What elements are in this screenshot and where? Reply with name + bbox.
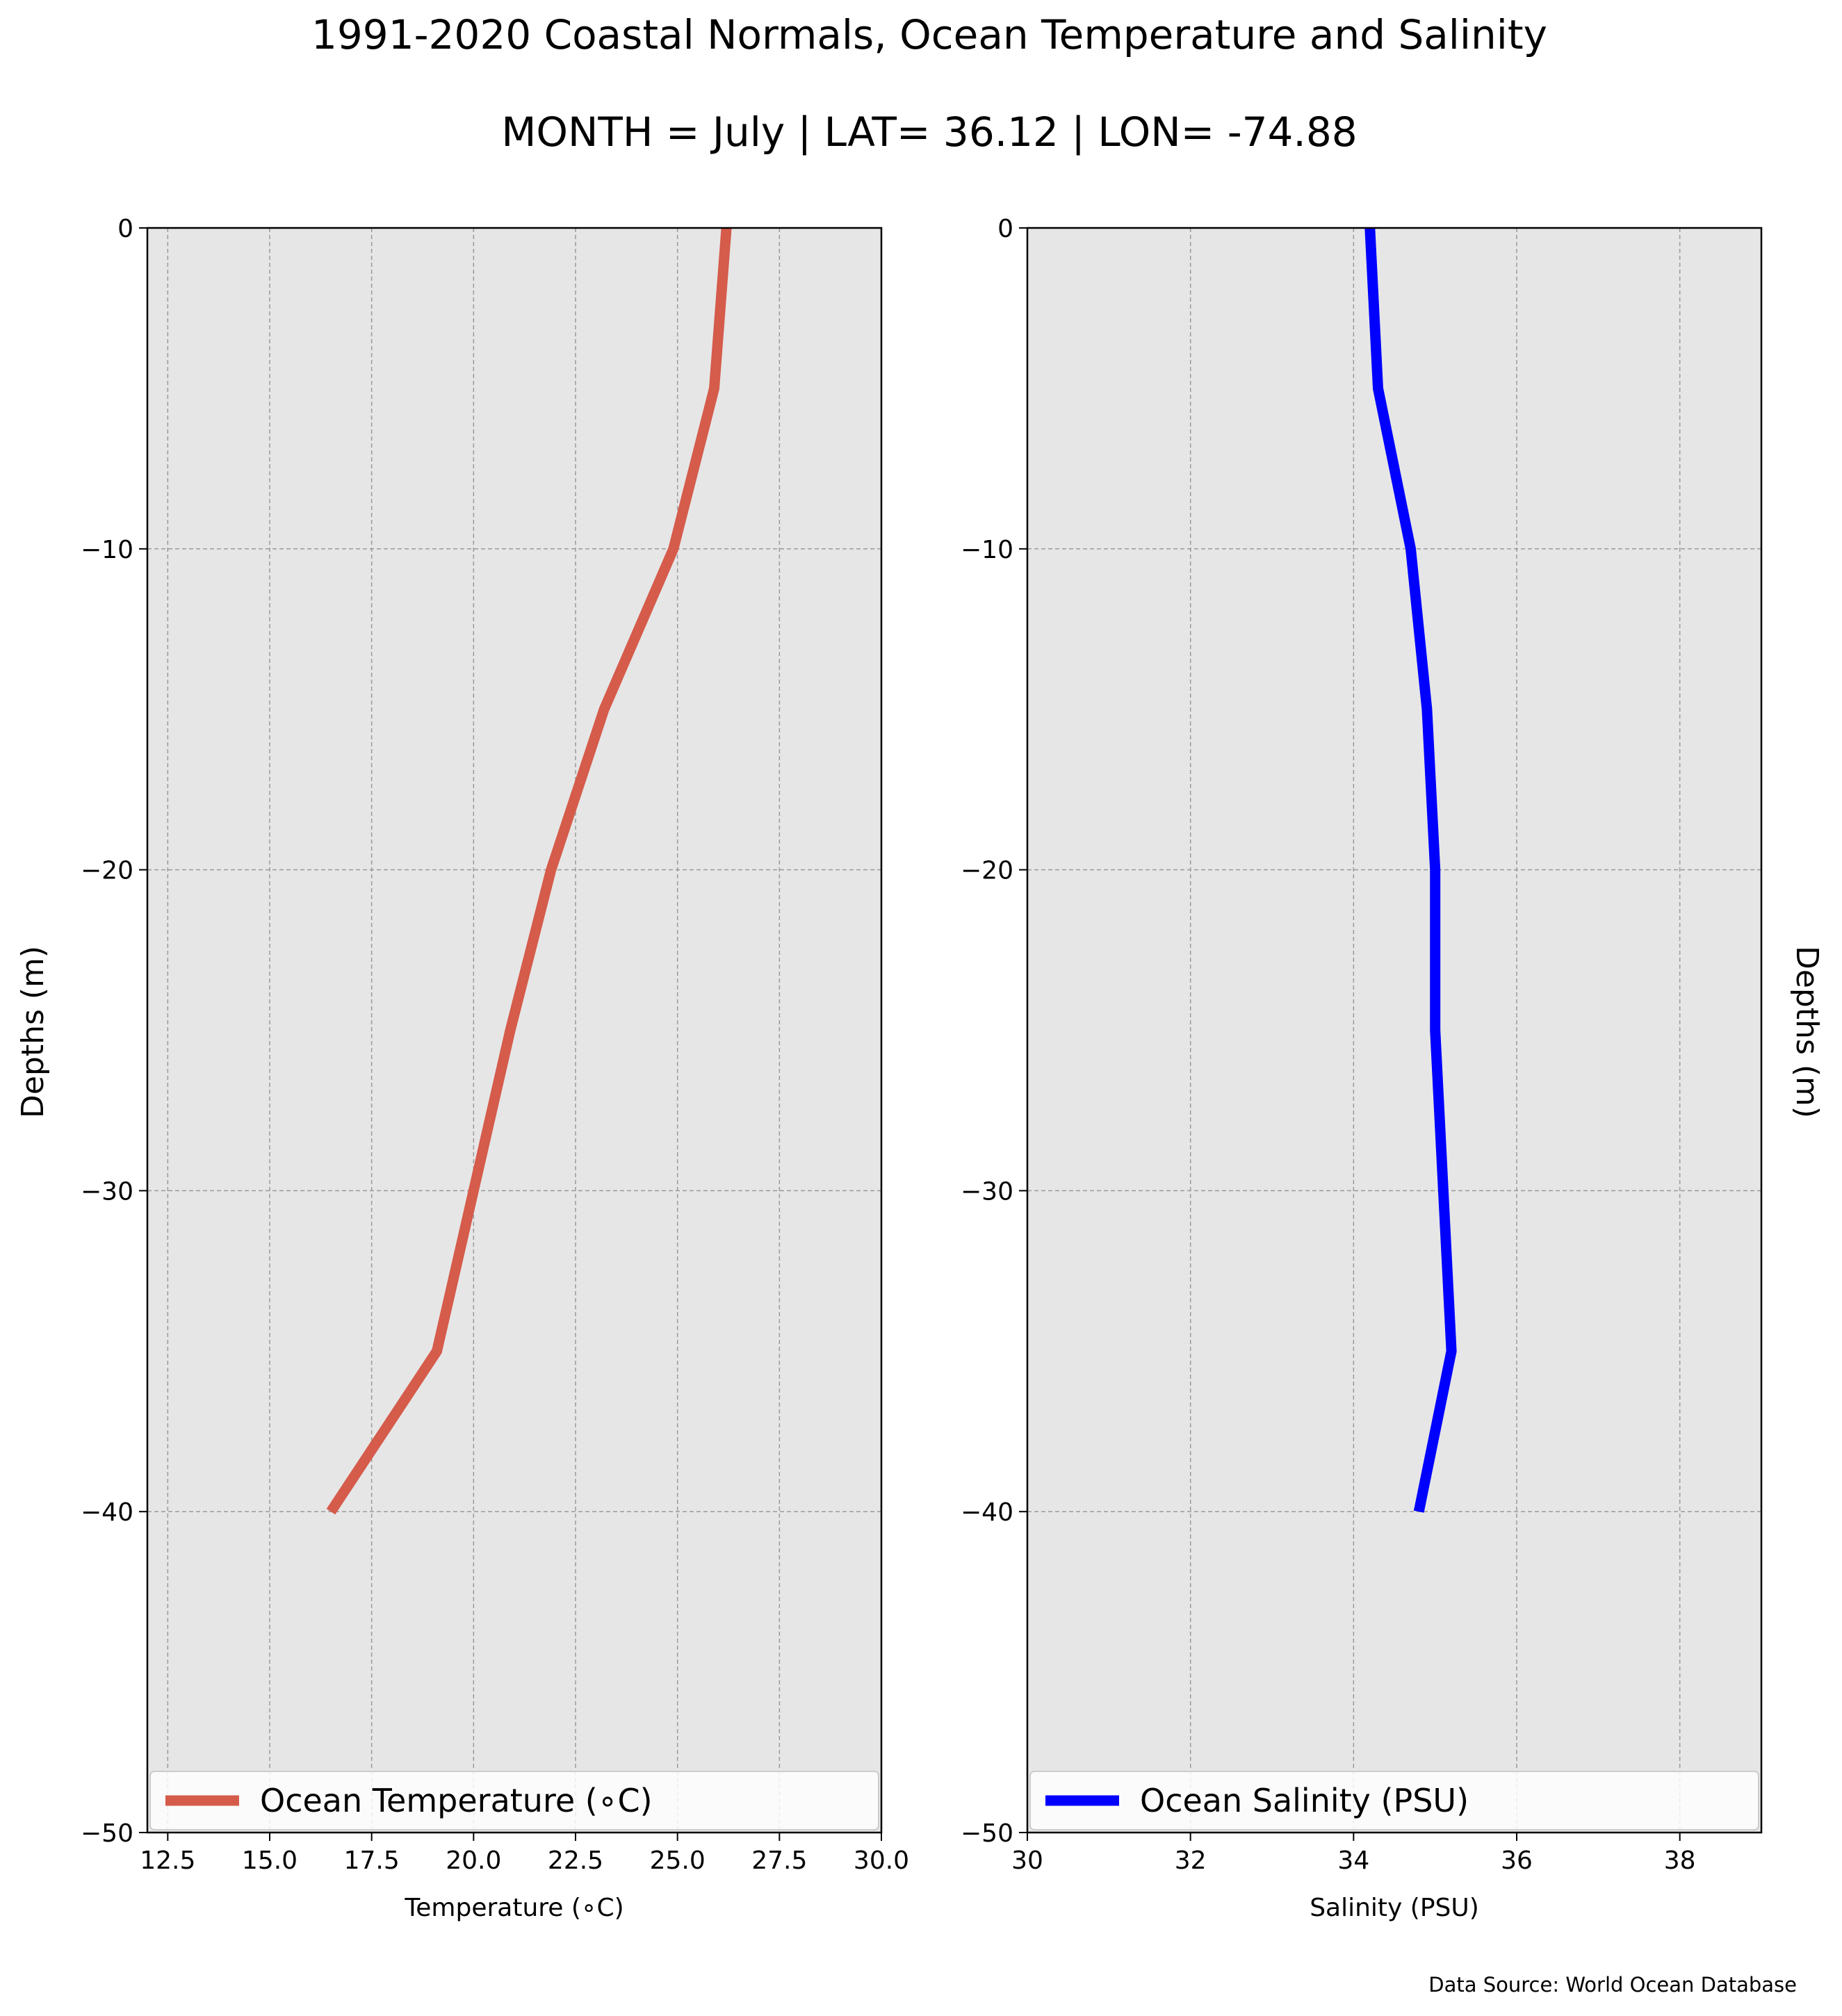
salinity-y-tick-label: −40 bbox=[961, 1498, 1013, 1527]
temperature-y-tick-label: −40 bbox=[81, 1498, 133, 1527]
salinity-y-tick-label: 0 bbox=[997, 215, 1013, 243]
temperature-x-tick-label: 27.5 bbox=[751, 1846, 807, 1875]
salinity-y-tick-label: −10 bbox=[961, 536, 1013, 564]
salinity-legend bbox=[1029, 1771, 1759, 1830]
salinity-x-tick-label: 38 bbox=[1664, 1846, 1696, 1875]
salinity-x-tick-label: 32 bbox=[1175, 1846, 1207, 1875]
salinity-legend-label: Ocean Salinity (PSU) bbox=[1140, 1782, 1469, 1819]
y-axis-label-left: Depths (m) bbox=[15, 946, 51, 1118]
salinity-x-tick-label: 30 bbox=[1011, 1846, 1043, 1875]
temperature-y-tick-label: −10 bbox=[81, 536, 133, 564]
salinity-x-tick-label: 36 bbox=[1501, 1846, 1533, 1875]
chart-title: 1991-2020 Coastal Normals, Ocean Tempera… bbox=[311, 11, 1547, 58]
temperature-x-tick-label: 22.5 bbox=[548, 1846, 603, 1875]
salinity-axes-frame bbox=[1026, 227, 1763, 1834]
salinity-x-axis-label: Salinity (PSU) bbox=[1310, 1894, 1479, 1922]
salinity-x-tick-label: 34 bbox=[1337, 1846, 1369, 1875]
temperature-x-tick-label: 12.5 bbox=[140, 1846, 195, 1875]
temperature-x-tick-label: 30.0 bbox=[854, 1846, 909, 1875]
salinity-y-tick-label: −50 bbox=[961, 1819, 1013, 1848]
temperature-series-line bbox=[326, 227, 732, 1515]
y-axis-label-right: Depths (m) bbox=[1789, 946, 1825, 1118]
temperature-legend bbox=[149, 1771, 879, 1830]
temperature-x-tick-label: 25.0 bbox=[650, 1846, 706, 1875]
temperature-x-tick-label: 15.0 bbox=[242, 1846, 298, 1875]
salinity-y-tick-label: −30 bbox=[961, 1177, 1013, 1206]
temperature-axes-frame bbox=[146, 227, 883, 1834]
salinity-y-tick-label: −20 bbox=[961, 857, 1013, 885]
temperature-x-tick-label: 17.5 bbox=[344, 1846, 400, 1875]
temperature-y-tick-label: −30 bbox=[81, 1177, 133, 1206]
temperature-x-axis-label: Temperature (∘C) bbox=[404, 1894, 623, 1922]
temperature-y-tick-label: −50 bbox=[81, 1819, 133, 1848]
temperature-panel: 12.5 15.0 17.5 20.0 22.5 25.0 27.5 30.0 0 −10 −20 −… bbox=[81, 215, 909, 1922]
data-source-note: Data Source: World Ocean Database bbox=[1428, 1973, 1797, 1997]
temperature-y-tick-label: −20 bbox=[81, 857, 133, 885]
temperature-x-tick-label: 20.0 bbox=[446, 1846, 501, 1875]
chart-subtitle: MONTH = July | LAT= 36.12 | LON= -74.88 bbox=[501, 108, 1357, 156]
salinity-series-line bbox=[1364, 227, 1457, 1513]
salinity-plot-area bbox=[1027, 228, 1761, 1833]
temperature-legend-label: Ocean Temperature (∘C) bbox=[260, 1782, 653, 1819]
salinity-panel: 30 32 34 36 38 0 −10 −20 −30 −40 −50 Salinity (PSU)… bbox=[961, 215, 1763, 1922]
temperature-y-tick-label: 0 bbox=[117, 215, 133, 243]
